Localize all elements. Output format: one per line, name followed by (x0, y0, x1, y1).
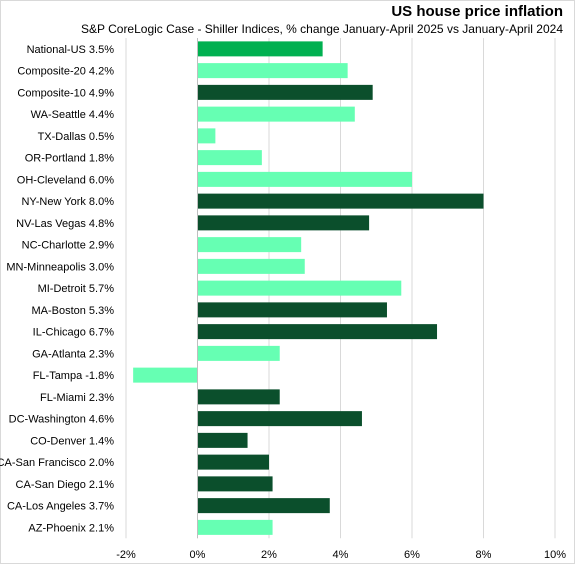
x-tick-label: 8% (476, 549, 492, 561)
category-label: MN-Minneapolis 3.0% (6, 261, 114, 273)
category-label: NC-Charlotte 2.9% (22, 240, 115, 252)
category-label: FL-Tampa -1.8% (33, 370, 115, 382)
bar (197, 41, 323, 57)
x-tick-label: 2% (261, 549, 277, 561)
category-label: DC-Washington 4.6% (9, 414, 115, 426)
bar (197, 215, 370, 231)
category-label: NY-New York 8.0% (21, 196, 114, 208)
chart-subtitle: S&P CoreLogic Case - Shiller Indices, % … (80, 22, 563, 36)
bar (197, 476, 273, 492)
bar (197, 193, 484, 209)
bar (197, 84, 373, 100)
category-label: CA-San Diego 2.1% (16, 479, 115, 491)
bar (197, 454, 269, 470)
bar (197, 411, 362, 427)
category-label: OH-Cleveland 6.0% (17, 174, 114, 186)
category-label: CO-Denver 1.4% (30, 435, 114, 447)
bar (197, 258, 305, 274)
x-tick-label: 0% (190, 549, 206, 561)
category-label: MA-Boston 5.3% (31, 305, 114, 317)
category-label: CA-Los Angeles 3.7% (7, 501, 114, 513)
bar (197, 106, 355, 122)
bar (197, 237, 302, 253)
x-tick-label: 10% (544, 549, 566, 561)
bar (197, 519, 273, 535)
bar (197, 498, 330, 514)
bar (197, 128, 216, 144)
bar (197, 345, 280, 361)
category-label: National-US 3.5% (27, 44, 115, 56)
category-label: Composite-10 4.9% (17, 87, 114, 99)
bar (197, 324, 438, 340)
bar (197, 63, 348, 79)
category-label: TX-Dallas 0.5% (38, 131, 115, 143)
bar (197, 432, 248, 448)
category-label: FL-Miami 2.3% (40, 392, 114, 404)
chart-title: US house price inflation (391, 3, 563, 20)
x-tick-label: 6% (404, 549, 420, 561)
category-label: IL-Chicago 6.7% (33, 327, 115, 339)
x-tick-label: -2% (116, 549, 136, 561)
x-tick-label: 4% (333, 549, 349, 561)
bar (133, 367, 198, 383)
bar (197, 171, 412, 187)
category-label: OR-Portland 1.8% (25, 153, 114, 165)
category-label: Composite-20 4.2% (17, 66, 114, 78)
bar (197, 302, 387, 318)
category-label: GA-Atlanta 2.3% (32, 348, 114, 360)
category-label: NV-Las Vegas 4.8% (16, 218, 114, 230)
category-label: CA-San Francisco 2.0% (0, 457, 114, 469)
category-label: MI-Detroit 5.7% (38, 283, 115, 295)
bar (197, 389, 280, 405)
category-label: WA-Seattle 4.4% (31, 109, 115, 121)
bar (197, 150, 262, 166)
bar (197, 280, 402, 296)
category-label: AZ-Phoenix 2.1% (28, 522, 114, 534)
